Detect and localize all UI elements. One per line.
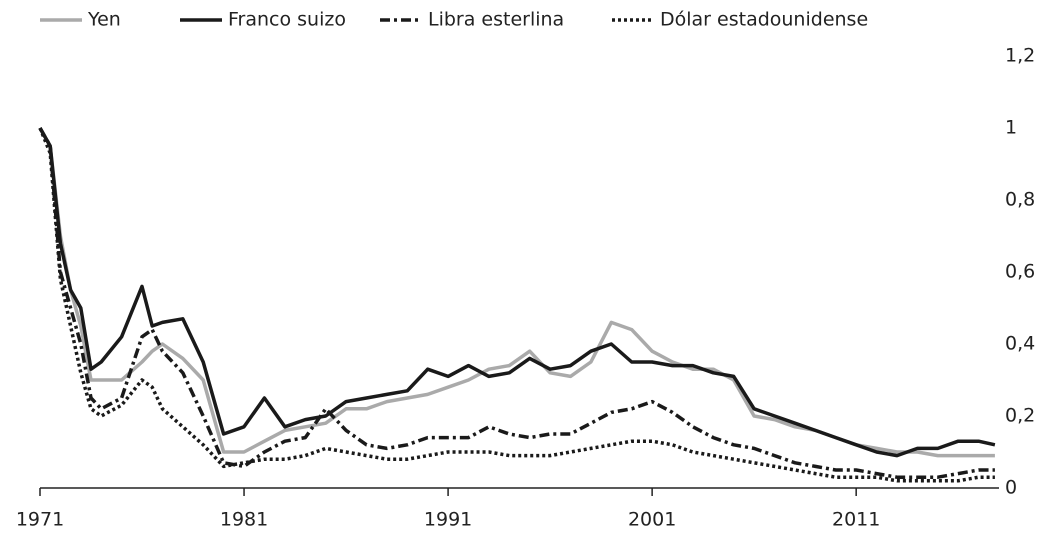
y-tick-label: 0,8 — [1005, 189, 1035, 211]
x-tick-label: 1971 — [16, 509, 64, 531]
legend-label: Yen — [87, 9, 121, 31]
y-tick-label: 1 — [1005, 117, 1017, 139]
legend-label: Dólar estadounidense — [660, 9, 868, 31]
x-tick-label: 2011 — [832, 509, 880, 531]
series-line — [38, 127, 995, 458]
x-tick-label: 1981 — [220, 509, 268, 531]
y-tick-label: 0,2 — [1005, 405, 1035, 427]
y-tick-label: 0,4 — [1005, 333, 1035, 355]
y-tick-label: 0 — [1005, 477, 1017, 499]
legend-label: Libra esterlina — [428, 9, 564, 31]
legend-label: Franco suizo — [228, 9, 346, 31]
series-line — [38, 127, 996, 458]
y-tick-label: 1,2 — [1005, 45, 1035, 67]
series-line — [38, 127, 995, 479]
x-tick-label: 1991 — [424, 509, 472, 531]
series-line — [38, 127, 995, 483]
x-tick-label: 2001 — [628, 509, 676, 531]
y-tick-label: 0,6 — [1005, 261, 1035, 283]
